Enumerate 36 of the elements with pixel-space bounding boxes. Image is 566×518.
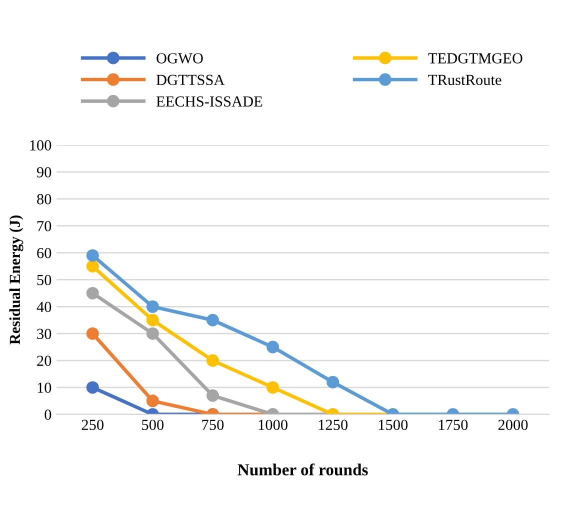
y-tick-label: 30 — [37, 328, 52, 340]
x-tick-label: 1750 — [439, 420, 468, 430]
y-tick-label: 60 — [37, 248, 52, 258]
y-tick-label: 20 — [37, 356, 52, 366]
legend-label: TEDGTMGEO — [428, 53, 522, 64]
x-tick-label: 250 — [82, 420, 104, 430]
y-tick-label: 70 — [37, 220, 52, 232]
y-tick-label: 80 — [37, 194, 52, 204]
point — [86, 327, 99, 340]
x-tick-label: 1000 — [258, 420, 288, 430]
y-axis-title: Residual Energy (J) — [9, 215, 24, 344]
point — [86, 249, 99, 262]
x-axis-title: Number of rounds — [238, 464, 368, 476]
x-tick-label: 750 — [202, 420, 224, 430]
y-tick-label: 10 — [38, 382, 52, 393]
point — [86, 286, 99, 300]
point — [206, 354, 219, 367]
point — [146, 314, 159, 326]
legend-label: DGTTSSA — [156, 74, 225, 86]
y-tick-label: 0 — [44, 410, 52, 420]
x-tick-label: 1250 — [318, 420, 348, 430]
y-tick-label: 50 — [37, 274, 52, 286]
point — [86, 260, 99, 272]
point — [206, 314, 219, 326]
legend-label: OGWO — [156, 53, 203, 64]
x-tick-label: 2000 — [498, 420, 528, 430]
legend-label: TRustRoute — [428, 74, 502, 86]
y-tick-label: 100 — [30, 140, 52, 150]
point — [146, 327, 159, 340]
point — [146, 300, 159, 313]
point — [266, 340, 280, 354]
y-tick-label: 40 — [36, 302, 52, 312]
y-tick-label: 90 — [36, 167, 52, 178]
legend-label: EECHS-ISSADE — [156, 96, 262, 107]
x-tick-label: 1500 — [378, 420, 408, 430]
x-tick-label: 500 — [142, 420, 164, 430]
